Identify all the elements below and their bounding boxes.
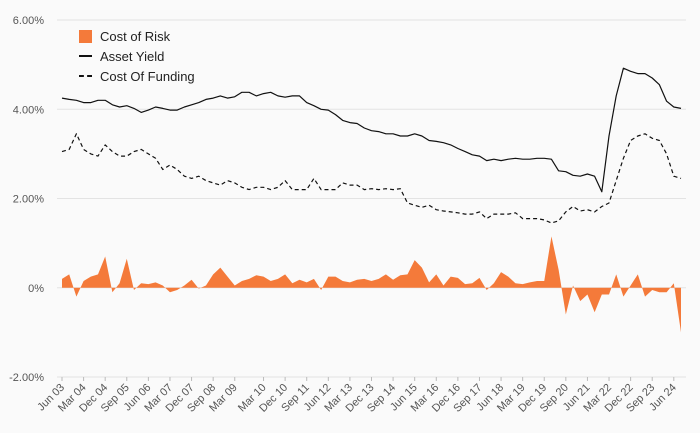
legend-label: Cost Of Funding (100, 68, 195, 84)
legend-swatch-cost-of-funding (79, 75, 92, 77)
asset-yield-line (61, 67, 682, 193)
legend: Cost of Risk Asset Yield Cost Of Funding (79, 26, 195, 86)
legend-item-cost-of-risk[interactable]: Cost of Risk (79, 26, 195, 46)
cost-of-funding-line (61, 133, 682, 224)
cost-of-risk-area (62, 236, 681, 333)
y-tick-label: 6.00% (13, 15, 44, 27)
y-tick-label: -2.00% (9, 372, 44, 384)
y-tick-label: 2.00% (13, 194, 44, 206)
legend-swatch-asset-yield (79, 55, 92, 57)
legend-swatch-cost-of-risk (79, 29, 92, 43)
legend-item-cost-of-funding[interactable]: Cost Of Funding (79, 66, 195, 86)
plot-area (61, 67, 682, 333)
y-tick-label: 4.00% (13, 104, 44, 116)
legend-label: Asset Yield (100, 48, 165, 64)
y-axis: -2.00% 0% 2.00% 4.00% 6.00% (9, 15, 44, 384)
y-tick-label: 0% (28, 283, 44, 295)
legend-item-asset-yield[interactable]: Asset Yield (79, 46, 195, 66)
legend-label: Cost of Risk (100, 28, 171, 44)
